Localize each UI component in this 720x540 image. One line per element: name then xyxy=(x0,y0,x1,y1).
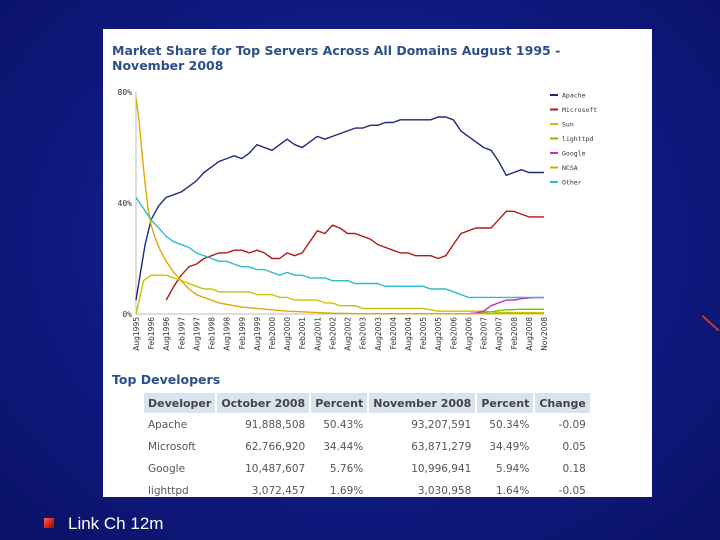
value-cell: 91,888,508 xyxy=(245,419,306,431)
legend-label: Sun xyxy=(562,121,574,129)
x-tick-label: Aug2003 xyxy=(374,317,383,351)
x-tick-label: Feb2002 xyxy=(328,317,337,350)
developer-name-cell: Apache xyxy=(148,419,188,431)
y-tick-label: 0% xyxy=(122,310,132,319)
x-tick-label: Feb1998 xyxy=(208,317,217,350)
x-tick-label: Aug2008 xyxy=(525,317,534,351)
x-tick-label: Aug2004 xyxy=(404,317,413,351)
bullet-square-icon xyxy=(44,518,54,528)
series-line-sun xyxy=(135,274,544,315)
column-header: Percent xyxy=(477,393,534,413)
x-tick-label: Aug2002 xyxy=(344,317,353,351)
x-tick-label: Feb1997 xyxy=(177,317,186,350)
series-line-microsoft xyxy=(165,210,544,301)
x-tick-label: Feb2007 xyxy=(480,317,489,350)
y-tick-label: 80% xyxy=(118,88,133,97)
value-cell: 50.43% xyxy=(323,419,364,431)
column-header: November 2008 xyxy=(369,393,476,413)
table-body: Apache 91,888,508 50.43% 93,207,591 50.34% -0… xyxy=(144,415,590,501)
table-row: Google 10,487,607 5.76% 10,996,941 5.94% 0.18 xyxy=(144,459,590,479)
column-header: Change xyxy=(535,393,590,413)
series-line-apache xyxy=(135,116,544,301)
value-cell: 5.76% xyxy=(329,463,364,475)
x-tick-label: Feb2006 xyxy=(449,317,458,350)
value-cell: 34.49% xyxy=(489,441,530,453)
x-tick-label: Feb2001 xyxy=(298,317,307,350)
decorative-line xyxy=(701,315,720,332)
column-header: Developer xyxy=(144,393,216,413)
x-tick-label: Feb1996 xyxy=(147,317,156,350)
x-tick-label: Feb1999 xyxy=(238,317,247,350)
x-tick-label: Aug1997 xyxy=(192,317,201,351)
legend-label: lighttpd xyxy=(562,135,593,143)
x-tick-label: Aug1995 xyxy=(132,317,141,351)
value-cell: 63,871,279 xyxy=(411,441,472,453)
top-developers-heading: Top Developers xyxy=(112,372,221,387)
value-cell: 3,030,958 xyxy=(417,485,472,497)
value-cell: 10,487,607 xyxy=(245,463,306,475)
legend-label: NCSA xyxy=(562,164,578,172)
value-cell: 5.94% xyxy=(495,463,530,475)
table-row: Apache 91,888,508 50.43% 93,207,591 50.34% -0… xyxy=(144,415,590,435)
developer-name-cell: lighttpd xyxy=(148,485,189,497)
x-tick-label: Feb2003 xyxy=(359,317,368,350)
table-row: lighttpd 3,072,457 1.69% 3,030,958 1.64% -0.0… xyxy=(144,481,590,501)
x-tick-label: Feb2008 xyxy=(510,317,519,350)
y-tick-label: 40% xyxy=(118,199,133,208)
developer-name-cell: Microsoft xyxy=(148,441,196,453)
value-cell: -0.09 xyxy=(558,419,586,431)
legend-label: Microsoft xyxy=(562,106,597,114)
x-tick-label: Aug2005 xyxy=(434,317,443,351)
value-cell: 1.64% xyxy=(495,485,530,497)
series-line-ncsa xyxy=(135,97,544,315)
x-tick-label: Feb2000 xyxy=(268,317,277,350)
legend-label: Google xyxy=(562,150,586,158)
developer-name-cell: Google xyxy=(148,463,186,475)
value-cell: 3,072,457 xyxy=(251,485,306,497)
value-cell: 10,996,941 xyxy=(411,463,472,475)
top-developers-table: Developer October 2008 Percent November 200… xyxy=(142,391,592,503)
x-tick-label: Aug2007 xyxy=(495,317,504,351)
value-cell: 62,766,920 xyxy=(245,441,306,453)
series-line-other xyxy=(135,197,544,299)
value-cell: 0.18 xyxy=(562,463,586,475)
table-header-row: Developer October 2008 Percent November 200… xyxy=(144,393,590,413)
chart-panel: Market Share for Top Servers Across All … xyxy=(103,29,652,497)
chart-title: Market Share for Top Servers Across All … xyxy=(112,43,561,73)
value-cell: -0.05 xyxy=(558,485,586,497)
x-tick-label: Aug1999 xyxy=(253,317,262,351)
legend-label: Other xyxy=(562,179,582,187)
value-cell: 1.69% xyxy=(329,485,364,497)
x-tick-label: Feb2005 xyxy=(419,317,428,350)
x-tick-label: Aug2006 xyxy=(464,317,473,351)
x-tick-label: Aug2000 xyxy=(283,317,292,351)
column-header: October 2008 xyxy=(217,393,310,413)
x-tick-label: Aug1996 xyxy=(162,317,171,351)
value-cell: 50.34% xyxy=(489,419,530,431)
column-header: Percent xyxy=(311,393,368,413)
bullet-link-text[interactable]: Link Ch 12m xyxy=(68,514,164,533)
x-tick-label: Feb2004 xyxy=(389,317,398,350)
x-tick-label: Nov2008 xyxy=(540,317,549,351)
value-cell: 0.05 xyxy=(562,441,586,453)
market-share-chart: 80% 40% 0%Aug1995 Feb1996 Aug1996 Feb1997 Aug1… xyxy=(118,88,598,351)
value-cell: 93,207,591 xyxy=(411,419,472,431)
table-row: Microsoft 62,766,920 34.44% 63,871,279 34.49… xyxy=(144,437,590,457)
series-line-lighttpd xyxy=(468,308,544,315)
x-tick-label: Aug1998 xyxy=(223,317,232,351)
value-cell: 34.44% xyxy=(323,441,364,453)
legend-label: Apache xyxy=(562,92,586,100)
x-tick-label: Aug2001 xyxy=(313,317,322,351)
